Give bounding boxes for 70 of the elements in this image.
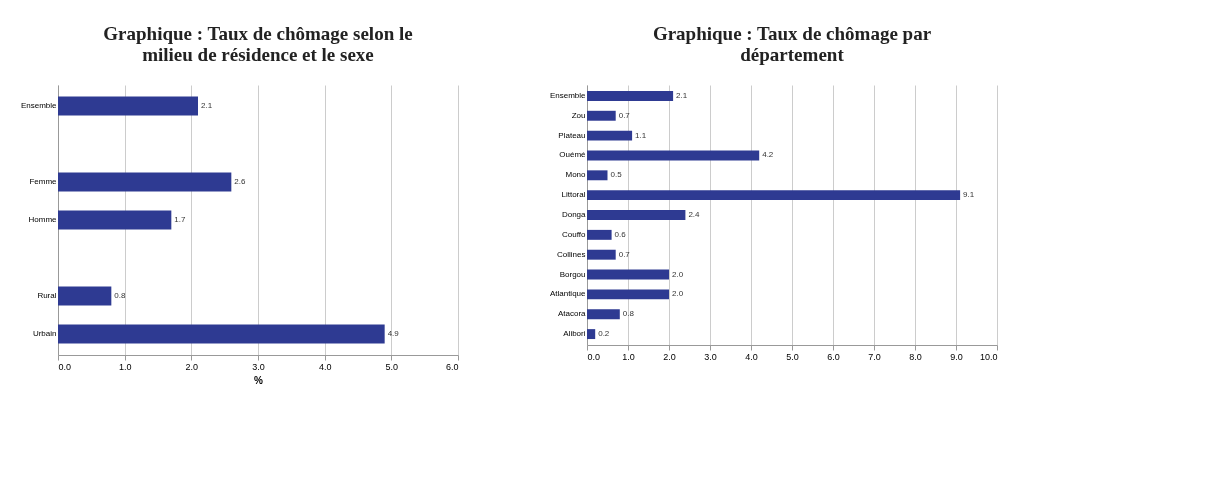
- y-tick-label: Collines: [557, 249, 586, 259]
- bar: [587, 269, 669, 280]
- y-tick-label: Donga: [561, 210, 587, 219]
- y-tick-label: Couffo: [562, 229, 587, 239]
- x-tick-label: 6.0: [445, 361, 459, 372]
- data-label: 0.7: [618, 249, 631, 259]
- y-tick-label: Femme: [29, 176, 58, 186]
- data-label: 0.5: [610, 170, 623, 180]
- chart-title: Graphique : Taux de chômage par département: [652, 23, 932, 65]
- bar: [587, 289, 669, 300]
- data-label: 2.4: [688, 210, 701, 219]
- x-tick-label: 6.0: [827, 351, 840, 362]
- x-tick-label: 1.0: [118, 361, 132, 372]
- x-tick-label: 9.0: [950, 351, 963, 362]
- bar: [587, 229, 612, 240]
- y-tick-label: Zou: [571, 110, 586, 120]
- y-tick-label: Rural: [37, 291, 57, 301]
- data-label: 0.7: [618, 110, 631, 120]
- data-label: 0.6: [614, 229, 627, 239]
- x-tick-label: 10.0: [979, 351, 998, 362]
- y-tick-label: Atlantique: [549, 289, 587, 299]
- bar: [587, 110, 616, 121]
- bar: [587, 329, 596, 340]
- x-tick-label: 3.0: [252, 361, 265, 372]
- data-label: 2.1: [201, 100, 213, 110]
- data-label: 4.9: [387, 329, 400, 339]
- x-tick-label: 8.0: [909, 351, 922, 362]
- y-tick-label: Atacora: [557, 309, 587, 319]
- data-label: 2.6: [234, 176, 247, 186]
- bar: [587, 210, 686, 220]
- x-tick-label: 0.0: [587, 351, 601, 362]
- x-tick-label: 7.0: [868, 351, 881, 362]
- bar: [587, 249, 616, 260]
- x-tick-label: 4.0: [318, 361, 332, 372]
- data-label: 4.2: [762, 150, 774, 160]
- bar: [587, 130, 633, 141]
- x-tick-label: 3.0: [704, 351, 717, 362]
- y-tick-label: Ensemble: [549, 90, 587, 100]
- bar: [587, 150, 760, 161]
- y-tick-label: Plateau: [558, 130, 586, 140]
- bar: [587, 309, 620, 320]
- data-label: 2.1: [676, 90, 688, 100]
- chart-title: Graphique : Taux de chômage selon le milieu de résidence et le sexe: [103, 23, 413, 65]
- y-tick-label: Mono: [565, 170, 587, 180]
- y-tick-label: Borgou: [559, 269, 586, 279]
- x-tick-label: 2.0: [663, 351, 676, 362]
- x-tick-label: 4.0: [745, 351, 758, 362]
- data-label: 9.1: [963, 190, 975, 200]
- bar: [587, 190, 961, 201]
- y-tick-label: Urbain: [32, 329, 57, 339]
- data-label: 1.7: [174, 215, 187, 224]
- data-label: 0.8: [622, 309, 635, 319]
- x-axis-title: %: [254, 374, 264, 386]
- y-tick-label: Littoral: [561, 190, 586, 200]
- data-label: 2.0: [672, 269, 684, 279]
- x-tick-label: 2.0: [185, 361, 199, 372]
- data-label: 2.0: [672, 289, 684, 299]
- data-label: 0.8: [114, 291, 127, 301]
- y-tick-label: Ouémé: [559, 150, 587, 160]
- x-tick-label: 1.0: [622, 351, 635, 362]
- bar: [587, 170, 608, 181]
- y-tick-label: Ensemble: [20, 100, 58, 110]
- y-tick-label: Alibori: [563, 329, 586, 339]
- data-label: 1.1: [635, 130, 647, 140]
- x-tick-label: 5.0: [385, 361, 399, 372]
- data-label: 0.2: [598, 329, 610, 339]
- y-tick-label: Homme: [28, 215, 58, 224]
- x-tick-label: 5.0: [786, 351, 799, 362]
- x-tick-label: 0.0: [58, 361, 72, 372]
- bar: [587, 90, 674, 101]
